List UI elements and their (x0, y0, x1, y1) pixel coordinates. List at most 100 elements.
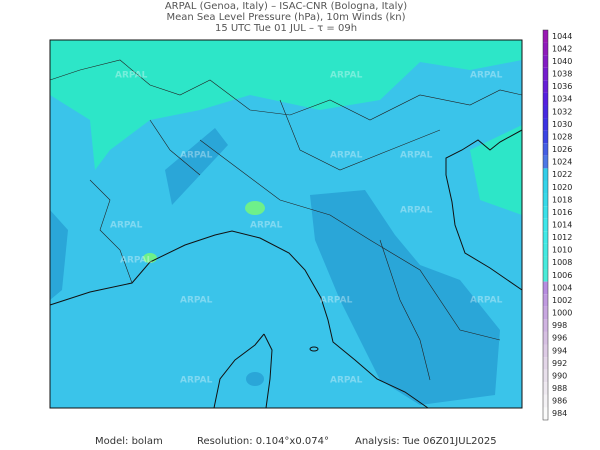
colorbar-label: 1034 (552, 95, 572, 104)
colorbar-swatch (543, 243, 548, 257)
watermark: ARPAL (180, 296, 213, 306)
colorbar-label: 1042 (552, 44, 572, 53)
model-label: Model: bolam (95, 436, 163, 447)
colorbar-frame (542, 29, 549, 421)
colorbar-swatch (543, 306, 548, 320)
colorbar-label: 986 (552, 397, 567, 406)
colorbar-swatch (543, 42, 548, 56)
watermark: ARPAL (110, 221, 143, 231)
low-pressure-area (246, 372, 264, 386)
colorbar-label: 984 (552, 409, 567, 418)
colorbar-label: 988 (552, 384, 567, 393)
watermark: ARPAL (330, 151, 363, 161)
colorbar-label: 1022 (552, 170, 572, 179)
colorbar-label: 998 (552, 321, 567, 330)
watermark: ARPAL (400, 151, 433, 161)
coastline (49, 230, 429, 409)
colorbar-label: 1036 (552, 82, 572, 91)
colorbar-label: 994 (552, 346, 567, 355)
colorbar-swatch (543, 30, 548, 43)
low-pressure-area (50, 210, 68, 300)
colorbar-label: 1044 (552, 32, 572, 41)
colorbar-label: 1032 (552, 107, 572, 116)
watermark: ARPAL (470, 71, 503, 81)
colorbar-label: 1028 (552, 132, 572, 141)
map-frame (49, 39, 523, 409)
watermark: ARPAL (470, 296, 503, 306)
high-pressure-area (470, 125, 522, 215)
high-pressure-spot (245, 201, 265, 215)
colorbar-swatch (543, 394, 548, 408)
colorbar-swatch (543, 331, 548, 345)
colorbar-label: 996 (552, 334, 567, 343)
colorbar-swatch (543, 369, 548, 383)
low-pressure-area (310, 190, 500, 405)
colorbar-swatch (543, 231, 548, 244)
colorbar-swatch (543, 344, 548, 358)
colorbar-swatch (543, 281, 548, 295)
colorbar: 1044 1042 1040 1038 1036 1034 1032 1030 1028 1026… (542, 29, 572, 421)
colorbar-label: 1004 (552, 283, 572, 292)
colorbar-swatch (543, 357, 548, 370)
colorbar-label: 1020 (552, 183, 572, 192)
resolution-label: Resolution: 0.104°x0.074° (197, 436, 329, 447)
watermark: ARPAL (400, 206, 433, 216)
watermark: ARPAL (320, 296, 353, 306)
colorbar-swatch (543, 180, 548, 194)
colorbar-swatch (543, 55, 548, 68)
colorbar-label: 1008 (552, 258, 572, 267)
watermark: ARPAL (115, 71, 148, 81)
colorbar-swatch (543, 206, 548, 219)
colorbar-swatch (543, 218, 548, 232)
colorbar-swatch (543, 294, 548, 307)
watermark: ARPAL (180, 151, 213, 161)
colorbar-swatch (543, 193, 548, 207)
watermark: ARPAL (180, 376, 213, 386)
header-line: ARPAL (Genoa, Italy) – ISAC-CNR (Bologna… (165, 1, 407, 12)
high-pressure-area (50, 40, 522, 170)
colorbar-label: 1006 (552, 271, 572, 280)
colorbar-label: 992 (552, 359, 567, 368)
colorbar-label: 1040 (552, 57, 572, 66)
colorbar-swatch (543, 143, 548, 156)
colorbar-label: 1010 (552, 246, 572, 255)
header-line: Mean Sea Level Pressure (hPa), 10m Winds… (167, 12, 406, 23)
colorbar-label: 990 (552, 371, 567, 380)
colorbar-swatch (543, 80, 548, 93)
colorbar-label: 1016 (552, 208, 572, 217)
colorbar-swatch (543, 382, 548, 395)
colorbar-label: 1018 (552, 195, 572, 204)
watermark: ARPAL (330, 376, 363, 386)
coastline (213, 333, 273, 409)
border (49, 59, 523, 121)
colorbar-swatch (543, 130, 548, 144)
colorbar-swatch (543, 319, 548, 332)
colorbar-swatch (543, 256, 548, 270)
header-line: 15 UTC Tue 01 JUL – τ = 09h (215, 23, 357, 34)
colorbar-label: 1000 (552, 309, 572, 318)
low-pressure-area (165, 128, 228, 205)
analysis-label: Analysis: Tue 06Z01JUL2025 (355, 436, 497, 447)
map (49, 39, 523, 409)
island (309, 346, 319, 352)
colorbar-label: 1038 (552, 70, 572, 79)
watermark: ARPAL (120, 256, 153, 266)
colorbar-label: 1014 (552, 221, 572, 230)
colorbar-label: 1002 (552, 296, 572, 305)
colorbar-swatch (543, 118, 548, 131)
watermark: ARPAL (250, 221, 283, 231)
colorbar-swatch (543, 407, 548, 420)
colorbar-swatch (543, 92, 548, 106)
border (149, 99, 441, 381)
colorbar-label: 1012 (552, 233, 572, 242)
colorbar-label: 1026 (552, 145, 572, 154)
coastline (445, 129, 523, 291)
border (89, 139, 501, 341)
colorbar-swatch (543, 269, 548, 282)
watermarks: ARPAL ARPAL ARPAL ARPAL ARPAL ARPAL ARPAL ARPAL… (110, 71, 503, 386)
colorbar-label: 1024 (552, 158, 572, 167)
colorbar-swatch (543, 168, 548, 181)
watermark: ARPAL (330, 71, 363, 81)
colorbar-swatch (543, 155, 548, 169)
